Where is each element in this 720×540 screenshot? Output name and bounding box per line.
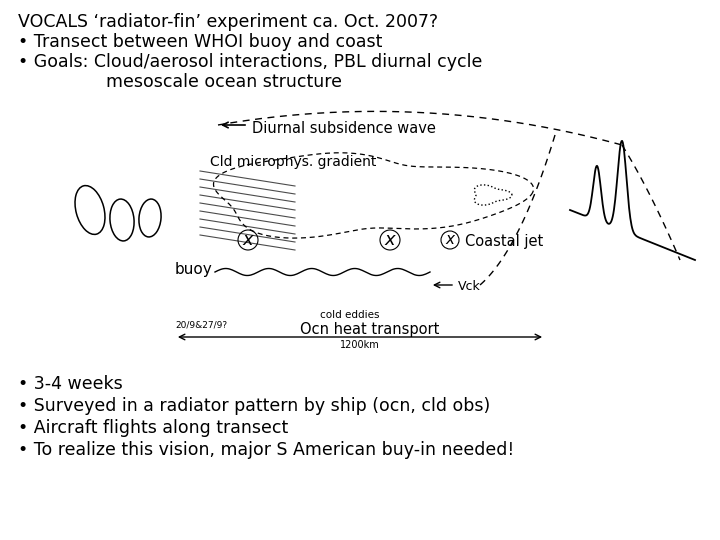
Text: • 3-4 weeks: • 3-4 weeks — [18, 375, 122, 393]
Text: • Surveyed in a radiator pattern by ship (ocn, cld obs): • Surveyed in a radiator pattern by ship… — [18, 397, 490, 415]
Text: x: x — [446, 233, 454, 247]
Text: cold eddies: cold eddies — [320, 310, 379, 320]
Text: • Goals: Cloud/aerosol interactions, PBL diurnal cycle: • Goals: Cloud/aerosol interactions, PBL… — [18, 53, 482, 71]
Text: buoy: buoy — [175, 262, 212, 277]
Text: Cld microphys. gradient: Cld microphys. gradient — [210, 155, 377, 169]
Text: 1200km: 1200km — [340, 340, 380, 350]
Text: 20/9&27/9?: 20/9&27/9? — [175, 320, 227, 329]
Text: Diurnal subsidence wave: Diurnal subsidence wave — [252, 121, 436, 136]
Text: VOCALS ‘radiator-fin’ experiment ca. Oct. 2007?: VOCALS ‘radiator-fin’ experiment ca. Oct… — [18, 13, 438, 31]
Text: Ocn heat transport: Ocn heat transport — [300, 322, 440, 337]
Text: mesoscale ocean structure: mesoscale ocean structure — [18, 73, 342, 91]
Text: Coastal jet: Coastal jet — [465, 234, 544, 249]
Text: x: x — [243, 231, 253, 249]
Text: • To realize this vision, major S American buy-in needed!: • To realize this vision, major S Americ… — [18, 441, 514, 459]
Text: • Transect between WHOI buoy and coast: • Transect between WHOI buoy and coast — [18, 33, 382, 51]
Text: x: x — [384, 231, 395, 249]
Text: • Aircraft flights along transect: • Aircraft flights along transect — [18, 419, 288, 437]
Text: Vck: Vck — [458, 280, 481, 293]
